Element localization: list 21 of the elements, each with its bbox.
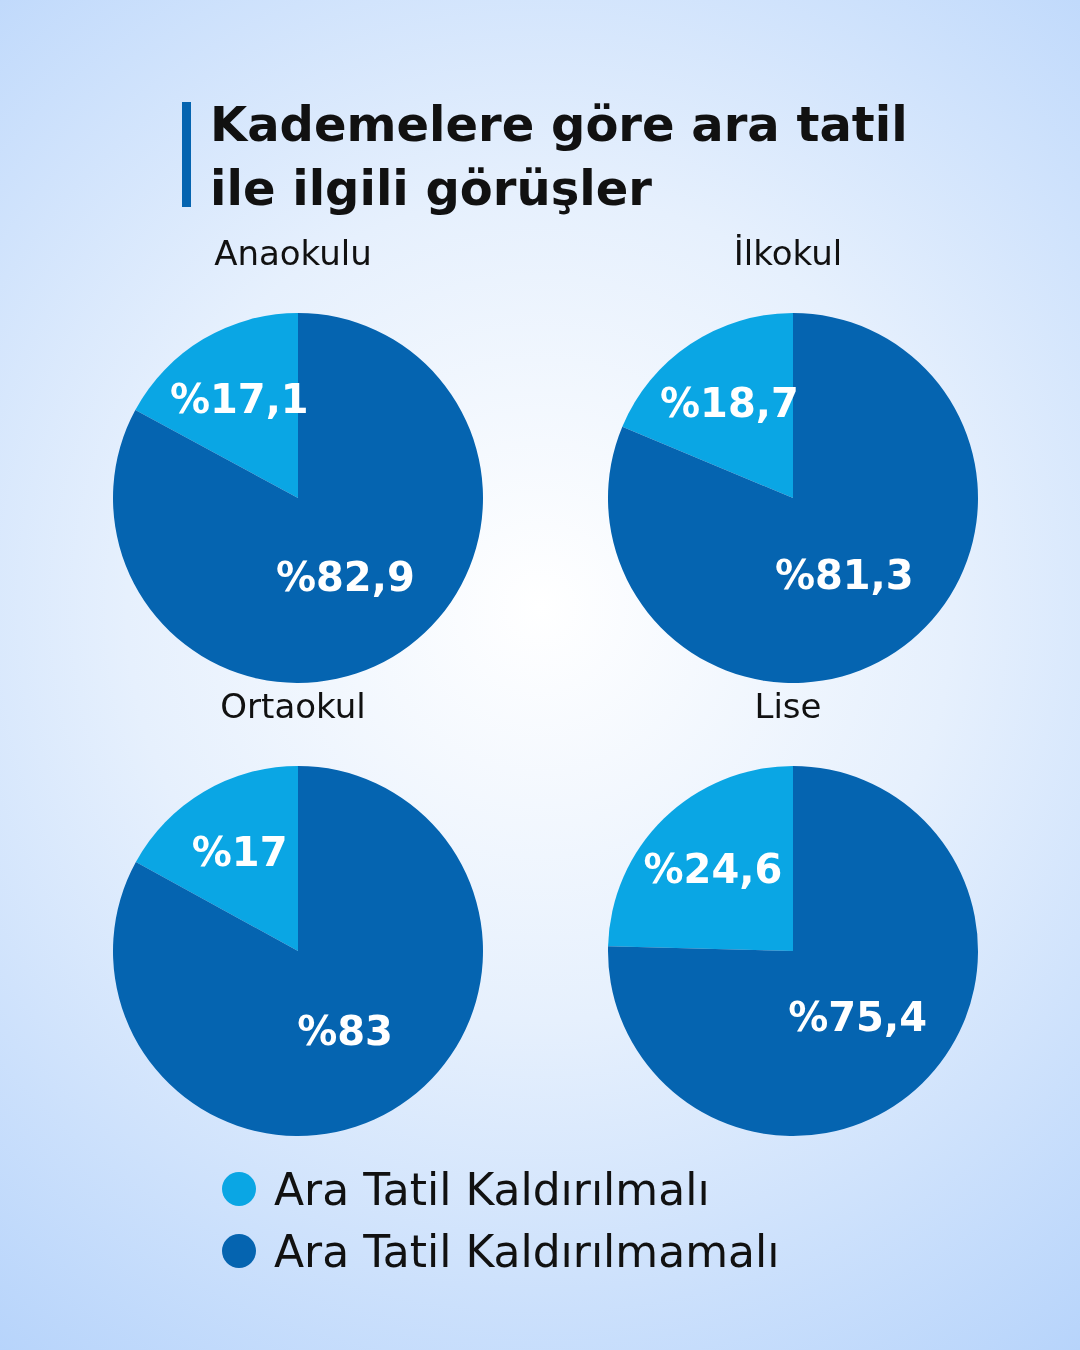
pie-slice (608, 766, 793, 951)
pie-slice (135, 766, 298, 951)
text: Kademelere göre ara tatil ile ilgili görüşler (210, 95, 909, 218)
data-label: %24,6 (643, 845, 783, 892)
pie-slice (608, 766, 978, 1136)
pie-slice (608, 313, 978, 683)
data-label: %18,7 (660, 379, 799, 426)
data-label: %82,9 (275, 554, 415, 601)
chart-title: Lise (753, 686, 823, 728)
data-label: %17,1 (169, 376, 309, 423)
chart-title: Anaokulu (213, 233, 373, 275)
legend-label: Ara Tatil Kaldırılmamalı (274, 1225, 780, 1277)
pie-slice (113, 313, 483, 683)
chart-title: Ortaokul (219, 686, 367, 728)
data-label: %75,4 (788, 994, 927, 1041)
data-label: %81,3 (774, 551, 914, 598)
chart-title: İlkokul (732, 233, 844, 275)
pie-slice (113, 766, 483, 1136)
legend-label: Ara Tatil Kaldırılmalı (274, 1163, 710, 1215)
data-label: %17 (191, 829, 288, 876)
data-label: %83 (297, 1007, 393, 1054)
